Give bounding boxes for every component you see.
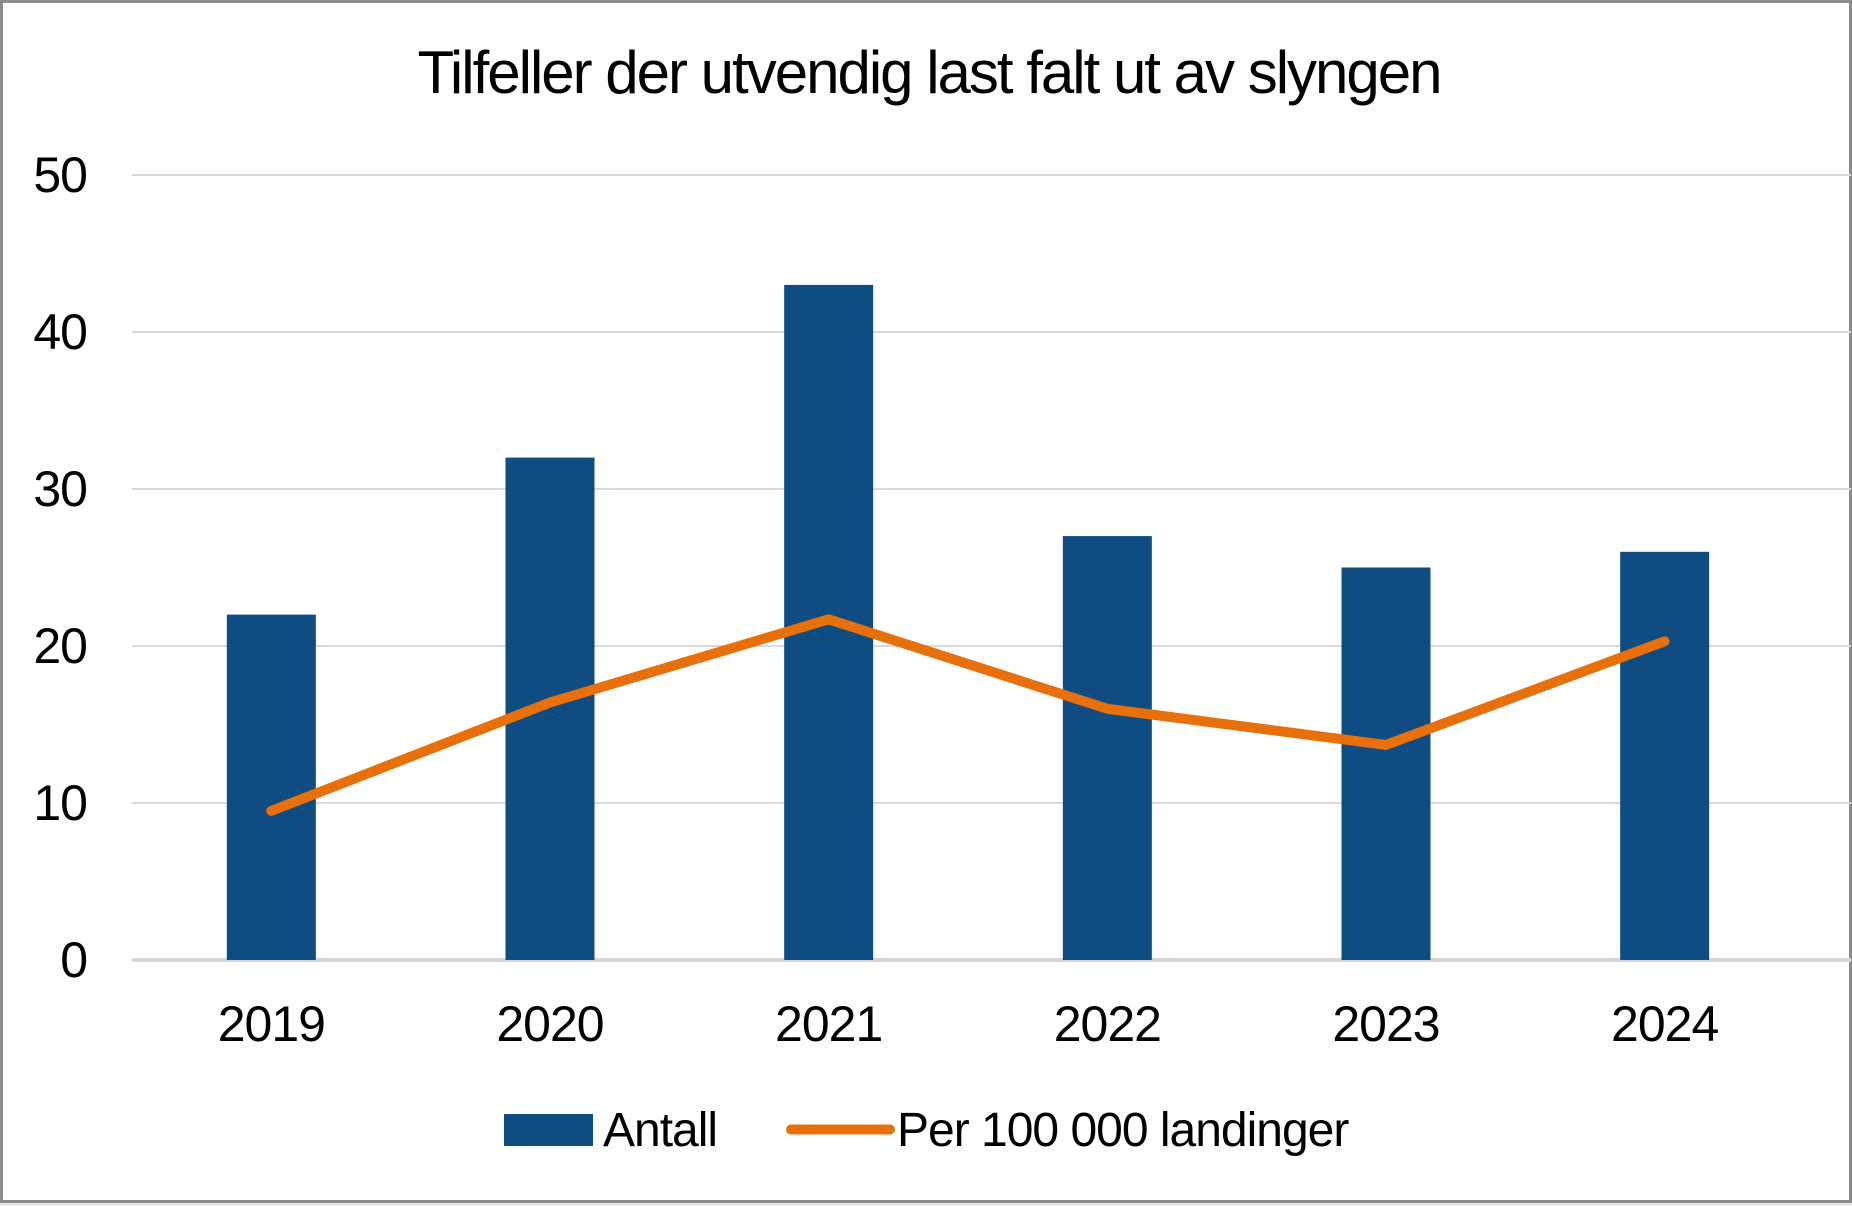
x-category-label-2021: 2021 (775, 996, 882, 1052)
chart-title: Tilfeller der utvendig last falt ut av s… (417, 39, 1440, 106)
legend: Antall Per 100 000 landinger (504, 1104, 1350, 1157)
y-tick-label-50: 50 (33, 147, 87, 203)
legend-bar-swatch (504, 1114, 593, 1146)
x-category-label-2024: 2024 (1611, 996, 1718, 1052)
y-tick-label-40: 40 (33, 304, 87, 360)
axis-labels: 0 10 20 30 40 50 2019 2020 2021 2022 2023 2024 (33, 147, 1719, 1052)
x-category-label-2020: 2020 (496, 996, 603, 1052)
combo-chart: 0 10 20 30 40 50 2019 2020 2021 2022 2023 2024 Tilf… (33, 39, 1851, 1157)
y-tick-label-20: 20 (33, 618, 87, 674)
line-series-path (266, 614, 1670, 816)
bar-2024 (1620, 551, 1710, 960)
bar-2023 (1341, 567, 1431, 960)
bar-2019 (226, 614, 316, 960)
y-tick-label-30: 30 (33, 461, 87, 517)
line-series (266, 614, 1670, 816)
legend-label-bar-series: Antall (603, 1104, 717, 1157)
x-category-label-2019: 2019 (218, 996, 325, 1052)
legend-label-line-series: Per 100 000 landinger (897, 1104, 1349, 1157)
bar-2022 (1062, 536, 1152, 960)
x-category-label-2022: 2022 (1054, 996, 1161, 1052)
y-tick-label-10: 10 (33, 775, 87, 831)
x-category-label-2023: 2023 (1332, 996, 1439, 1052)
y-tick-label-0: 0 (60, 932, 87, 988)
bar-2020 (505, 457, 595, 960)
gridlines (132, 174, 1851, 962)
bar-series (226, 284, 1710, 960)
